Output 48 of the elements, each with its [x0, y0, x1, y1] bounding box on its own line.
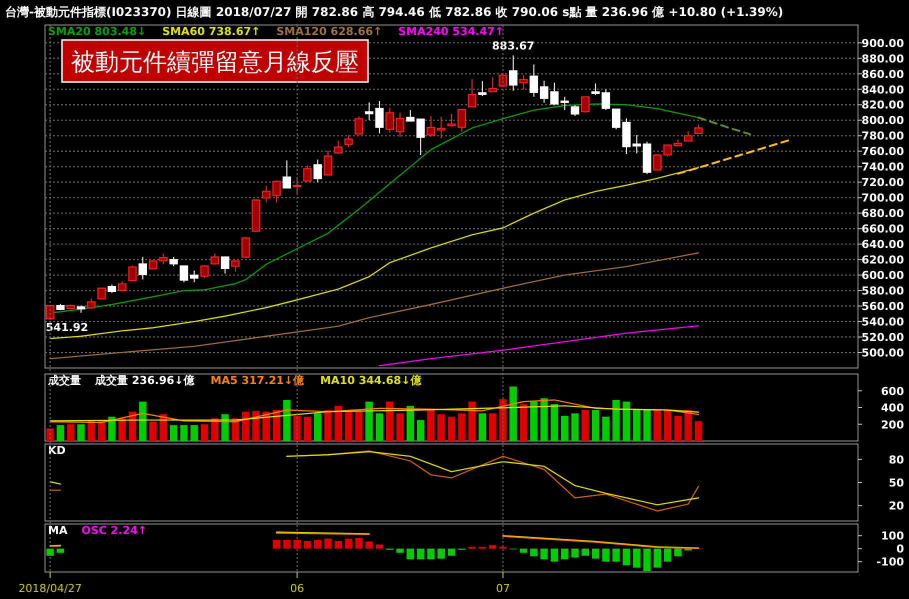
y-tick-label: 540.00	[862, 316, 904, 329]
y-tick-label: 760.00	[862, 145, 904, 158]
y-tick-label: 860.00	[862, 68, 904, 81]
annotation: 541.92	[46, 321, 88, 334]
text: SMA240 534.47↑	[398, 25, 504, 38]
y-tick-label: 400	[881, 402, 904, 414]
y-tick-label: 20	[888, 500, 904, 513]
series-label: 成交量 236.96↓億	[94, 374, 196, 387]
y-tick-label: 800.00	[862, 114, 904, 128]
y-tick-label: 200	[881, 418, 904, 432]
y-tick-label: 700.00	[862, 192, 904, 205]
y-tick-label: 600.00	[862, 269, 904, 282]
y-tick-label: 660.00	[862, 222, 904, 236]
text: SMA120 628.66↑	[276, 25, 382, 38]
y-tick-label: 780.00	[862, 130, 904, 143]
text: SMA60 738.67↑	[162, 25, 260, 38]
y-tick-label: 0	[896, 542, 904, 556]
text: MA10 344.68↓億	[320, 374, 422, 387]
y-tick-label: 100	[881, 530, 904, 543]
x-tick-label: 2018/04/27	[18, 582, 82, 595]
y-tick-label: 80	[888, 453, 904, 466]
y-tick-label: 740.00	[862, 160, 904, 174]
text: 被動元件續彈留意月線反壓	[71, 48, 359, 76]
text: MA5 317.21↓億	[210, 374, 306, 387]
annotation: 883.67	[492, 39, 534, 52]
y-tick-label: 520.00	[862, 331, 904, 344]
chart-subtitle: 台灣-被動元件指標(I023370) 日線圖 2018/07/27 開 782.86 高 794.46 低 782.86 收 790.06 s點 量 236.96 億 +10.80 (+1.39%)	[5, 5, 784, 19]
x-tick-label: 06	[290, 582, 304, 595]
x-tick-label: 07	[496, 582, 510, 595]
y-tick-label: 640.00	[862, 238, 904, 252]
y-tick-label: 600	[881, 384, 904, 398]
y-tick-label: 500.00	[862, 346, 904, 360]
y-tick-label: 880.00	[862, 52, 904, 66]
y-tick-label: 50	[888, 476, 904, 490]
y-tick-label: 900.00	[862, 36, 904, 50]
y-tick-label: 680.00	[862, 207, 904, 220]
y-tick-label: 580.00	[862, 284, 904, 298]
y-tick-label: 560.00	[862, 300, 904, 314]
y-tick-label: 620.00	[862, 254, 904, 267]
y-tick-label: 720.00	[862, 176, 904, 190]
text: SMA20 803.48↓	[48, 25, 146, 38]
y-tick-label: -100	[876, 556, 904, 569]
chart-title: KD	[48, 444, 66, 457]
chart-title: MA	[48, 524, 68, 537]
series-label: OSC 2.24↑	[81, 524, 148, 537]
chart-title: 成交量	[47, 374, 81, 387]
y-tick-label: 840.00	[862, 83, 904, 96]
y-tick-label: 820.00	[862, 98, 904, 112]
